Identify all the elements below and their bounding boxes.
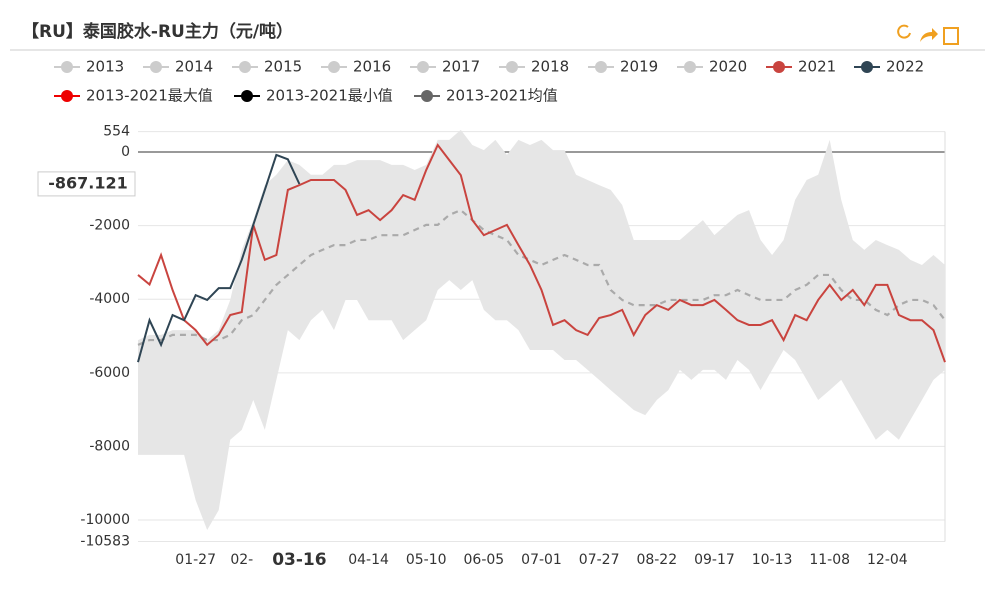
x-tick-label: 07-01 [521, 552, 562, 568]
series-line [137, 153, 301, 363]
legend-marker [595, 61, 607, 73]
legend-marker [150, 61, 162, 73]
legend-marker [421, 90, 433, 102]
x-tick-label: 10-13 [752, 552, 793, 568]
series-line [137, 143, 946, 363]
x-tick-label: 03-16 [272, 550, 326, 570]
y-tick-label: -10583 [80, 534, 130, 550]
legend-label: 2013-2021最大值 [86, 87, 213, 105]
legend-item[interactable]: 2013-2021均值 [414, 87, 558, 105]
refresh-icon[interactable] [897, 24, 911, 39]
legend-label: 2017 [442, 58, 480, 76]
save-icon[interactable] [943, 27, 959, 45]
y-tick-label: -6000 [89, 365, 130, 381]
toolbox[interactable] [897, 24, 959, 45]
legend-marker [684, 61, 696, 73]
x-tick-label: 06-05 [464, 552, 505, 568]
x-tick-label: 02- [230, 552, 253, 568]
legend-item[interactable]: 2019 [588, 58, 658, 76]
x-tick-label: 11-08 [809, 552, 850, 568]
legend-item[interactable]: 2020 [677, 58, 747, 76]
legend-item[interactable]: 2013-2021最大值 [54, 87, 213, 105]
legend-item[interactable]: 2015 [232, 58, 302, 76]
y-tick-label: -8000 [89, 438, 130, 454]
legend-label: 2020 [709, 58, 747, 76]
legend-label: 2013-2021均值 [446, 87, 558, 105]
x-tick-label: 12-04 [867, 552, 908, 568]
legend-item[interactable]: 2018 [499, 58, 569, 76]
x-tick-label: 08-22 [636, 552, 677, 568]
legend-label: 2015 [264, 58, 302, 76]
legend-label: 2019 [620, 58, 658, 76]
legend-marker [61, 90, 73, 102]
legend-marker [417, 61, 429, 73]
pointer-label-box [37, 171, 136, 197]
x-tick-label: 01-27 [175, 552, 216, 568]
y-tick-label: 554 [103, 124, 130, 140]
legend-item[interactable]: 2022 [854, 58, 924, 76]
x-tick-label: 07-27 [579, 552, 620, 568]
legend-label: 2016 [353, 58, 391, 76]
legend-marker [239, 61, 251, 73]
legend-item[interactable]: 2013-2021最小值 [234, 87, 393, 105]
chart-title: 【RU】泰国胶水-RU主力（元/吨） [22, 21, 293, 42]
x-tick-label: 04-14 [348, 552, 389, 568]
legend-marker [506, 61, 518, 73]
legend-item[interactable]: 2017 [410, 58, 480, 76]
legend-label: 2018 [531, 58, 569, 76]
legend-item[interactable]: 2013 [54, 58, 124, 76]
legend-label: 2021 [798, 58, 836, 76]
legend-item[interactable]: 2014 [143, 58, 213, 76]
legend-label: 2013 [86, 58, 124, 76]
legend-item[interactable]: 2021 [766, 58, 836, 76]
y-tick-label: -10000 [80, 512, 130, 528]
legend-item[interactable]: 2016 [321, 58, 391, 76]
range-band [138, 129, 945, 530]
legend-label: 2013-2021最小值 [266, 87, 393, 105]
legend-marker [773, 61, 785, 73]
legend-marker [328, 61, 340, 73]
y-tick-label: -2000 [89, 218, 130, 234]
legend-marker [61, 61, 73, 73]
x-tick-label: 05-10 [406, 552, 447, 568]
legend-label: 2014 [175, 58, 213, 76]
y-tick-label: 0 [121, 144, 130, 160]
y-tick-label: -4000 [89, 291, 130, 307]
pointer-label: -867.121 [48, 173, 128, 192]
legend-label: 2022 [886, 58, 924, 76]
x-tick-label: 09-17 [694, 552, 735, 568]
legend-marker [861, 61, 873, 73]
share-icon[interactable] [920, 28, 938, 42]
legend-marker [241, 90, 253, 102]
series-line [137, 208, 946, 346]
